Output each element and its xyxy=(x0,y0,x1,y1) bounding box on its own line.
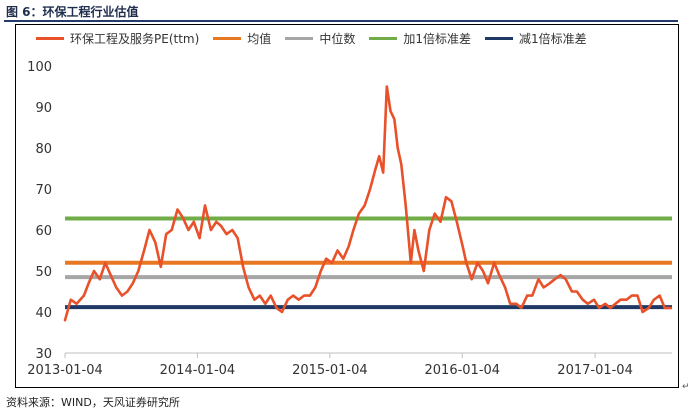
legend-item-pe: 环保工程及服务PE(ttm) xyxy=(36,30,199,47)
source-note: 资料来源：WIND，天风证券研究所 xyxy=(6,396,180,409)
legend-label-plus-std: 加1倍标准差 xyxy=(403,31,471,46)
legend-label-pe: 环保工程及服务PE(ttm) xyxy=(70,31,200,46)
legend-item-plus-std: 加1倍标准差 xyxy=(369,30,471,47)
y-tick-label-90: 90 xyxy=(35,101,52,116)
legend-label-minus-std: 减1倍标准差 xyxy=(518,31,587,46)
legend-item-mean: 均值 xyxy=(213,30,271,47)
legend-label-mean: 均值 xyxy=(247,31,272,46)
x-tick-label-2017-01-04: 2017-01-04 xyxy=(557,363,633,378)
legend-swatch-pe xyxy=(36,36,64,40)
y-tick-label-100: 100 xyxy=(27,60,52,75)
legend-swatch-mean xyxy=(213,36,242,40)
caption-rule xyxy=(4,20,678,22)
legend-swatch-plus-std xyxy=(369,36,398,40)
paragraph-mark-icon: ↵ xyxy=(682,382,690,392)
figure-caption: 图 6：环保工程行业估值 xyxy=(6,5,139,19)
x-tick-label-2013-01-04: 2013-01-04 xyxy=(27,363,103,378)
x-tick-label-2016-01-04: 2016-01-04 xyxy=(425,363,501,378)
y-tick-label-30: 30 xyxy=(35,347,52,362)
y-tick-label-40: 40 xyxy=(35,306,52,321)
x-tick-label-2015-01-04: 2015-01-04 xyxy=(292,363,368,378)
legend-item-minus-std: 减1倍标准差 xyxy=(484,30,587,47)
chart-frame xyxy=(15,24,679,388)
x-tick-label-2014-01-04: 2014-01-04 xyxy=(160,363,236,378)
legend-swatch-minus-std xyxy=(484,36,513,40)
y-tick-label-50: 50 xyxy=(35,265,52,280)
chart-legend: 环保工程及服务PE(ttm) 均值 中位数 加1倍标准差 减1倍标准差 xyxy=(36,28,601,48)
series-line-pe xyxy=(63,85,673,322)
y-tick-label-70: 70 xyxy=(35,183,52,198)
legend-label-median: 中位数 xyxy=(319,31,356,46)
legend-item-median: 中位数 xyxy=(285,30,355,47)
y-tick-label-80: 80 xyxy=(35,142,52,157)
y-tick-label-60: 60 xyxy=(35,224,52,239)
legend-swatch-median xyxy=(285,36,314,40)
